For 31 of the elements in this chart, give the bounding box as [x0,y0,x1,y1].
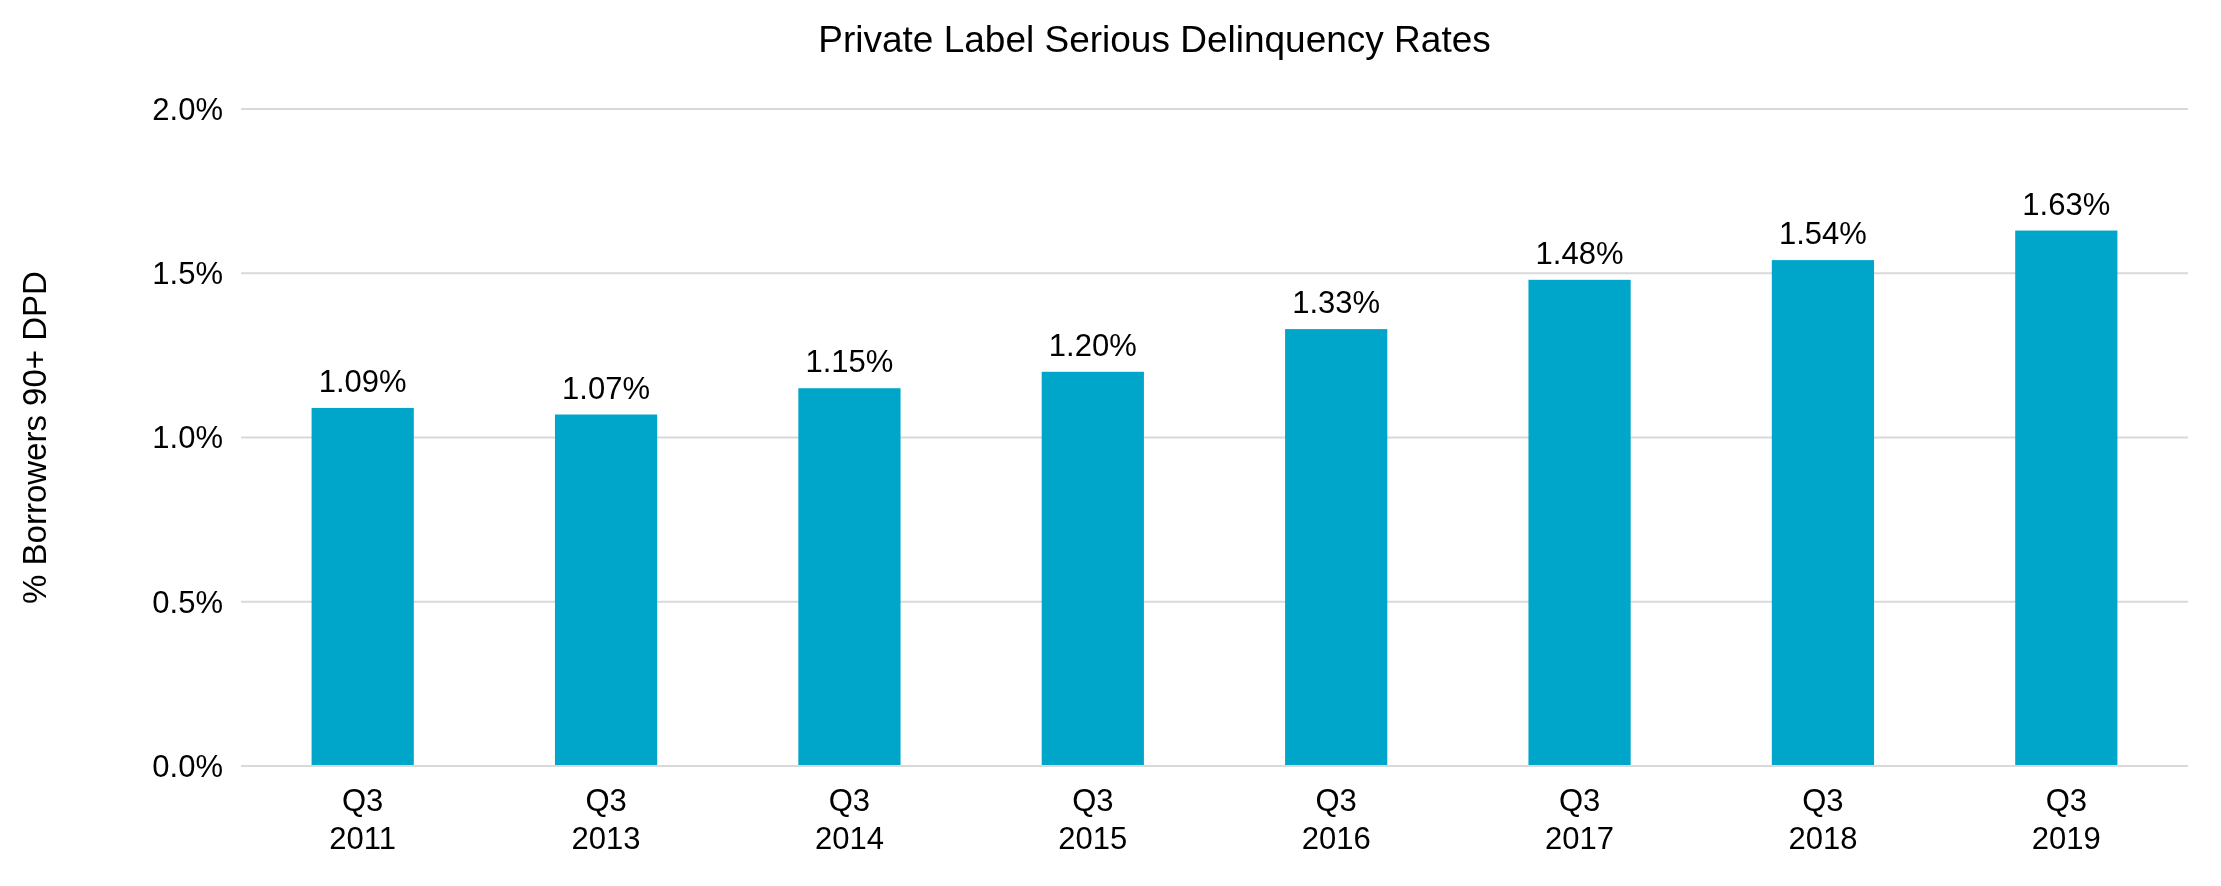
bar [1041,371,1144,766]
bar [1528,279,1631,766]
x-tick-label: Q3 2016 [1301,783,1371,856]
data-label: 1.54% [1778,216,1867,252]
y-axis-title: % Borrowers 90+ DPD [16,271,53,604]
data-label: 1.63% [2022,186,2111,222]
x-tick-label: Q3 2015 [1058,783,1128,856]
x-tick-label: Q3 2017 [1545,783,1615,856]
data-label: 1.07% [562,370,651,406]
bar [1771,260,1875,766]
bar [1285,329,1388,766]
x-tick-label: Q3 2019 [2031,783,2101,856]
x-tick-label: Q3 2018 [1788,783,1858,856]
chart-title: Private Label Serious Delinquency Rates [818,19,1491,60]
data-label: 1.15% [805,344,894,380]
x-tick-label: Q3 2011 [329,783,397,856]
y-tick-label: 0.5% [152,584,223,620]
data-label: 1.20% [1048,327,1137,363]
data-label: 1.33% [1292,285,1381,321]
y-tick-label: 0.0% [152,748,223,784]
bar [798,388,901,766]
x-tick-label: Q3 2014 [814,783,884,856]
data-label: 1.09% [318,363,407,399]
data-label: 1.48% [1535,235,1624,271]
y-tick-label: 1.0% [152,420,223,456]
bar [2015,230,2118,766]
bar [554,414,658,766]
y-tick-label: 2.0% [152,91,223,127]
x-tick-label: Q3 2013 [571,783,641,856]
bar [311,407,414,766]
y-tick-label: 1.5% [152,256,223,292]
